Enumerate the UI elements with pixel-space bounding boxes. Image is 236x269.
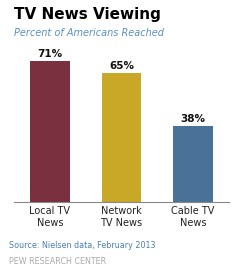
Text: TV News Viewing: TV News Viewing xyxy=(14,7,161,22)
Bar xyxy=(30,61,70,202)
Text: 65%: 65% xyxy=(109,61,134,71)
Text: Source: Nielsen data, February 2013: Source: Nielsen data, February 2013 xyxy=(9,241,156,250)
Bar xyxy=(102,73,141,202)
Text: 71%: 71% xyxy=(37,49,63,59)
Bar xyxy=(173,126,213,202)
Text: Percent of Americans Reached: Percent of Americans Reached xyxy=(14,28,164,38)
Text: 38%: 38% xyxy=(181,114,206,124)
Text: PEW RESEARCH CENTER: PEW RESEARCH CENTER xyxy=(9,257,107,266)
